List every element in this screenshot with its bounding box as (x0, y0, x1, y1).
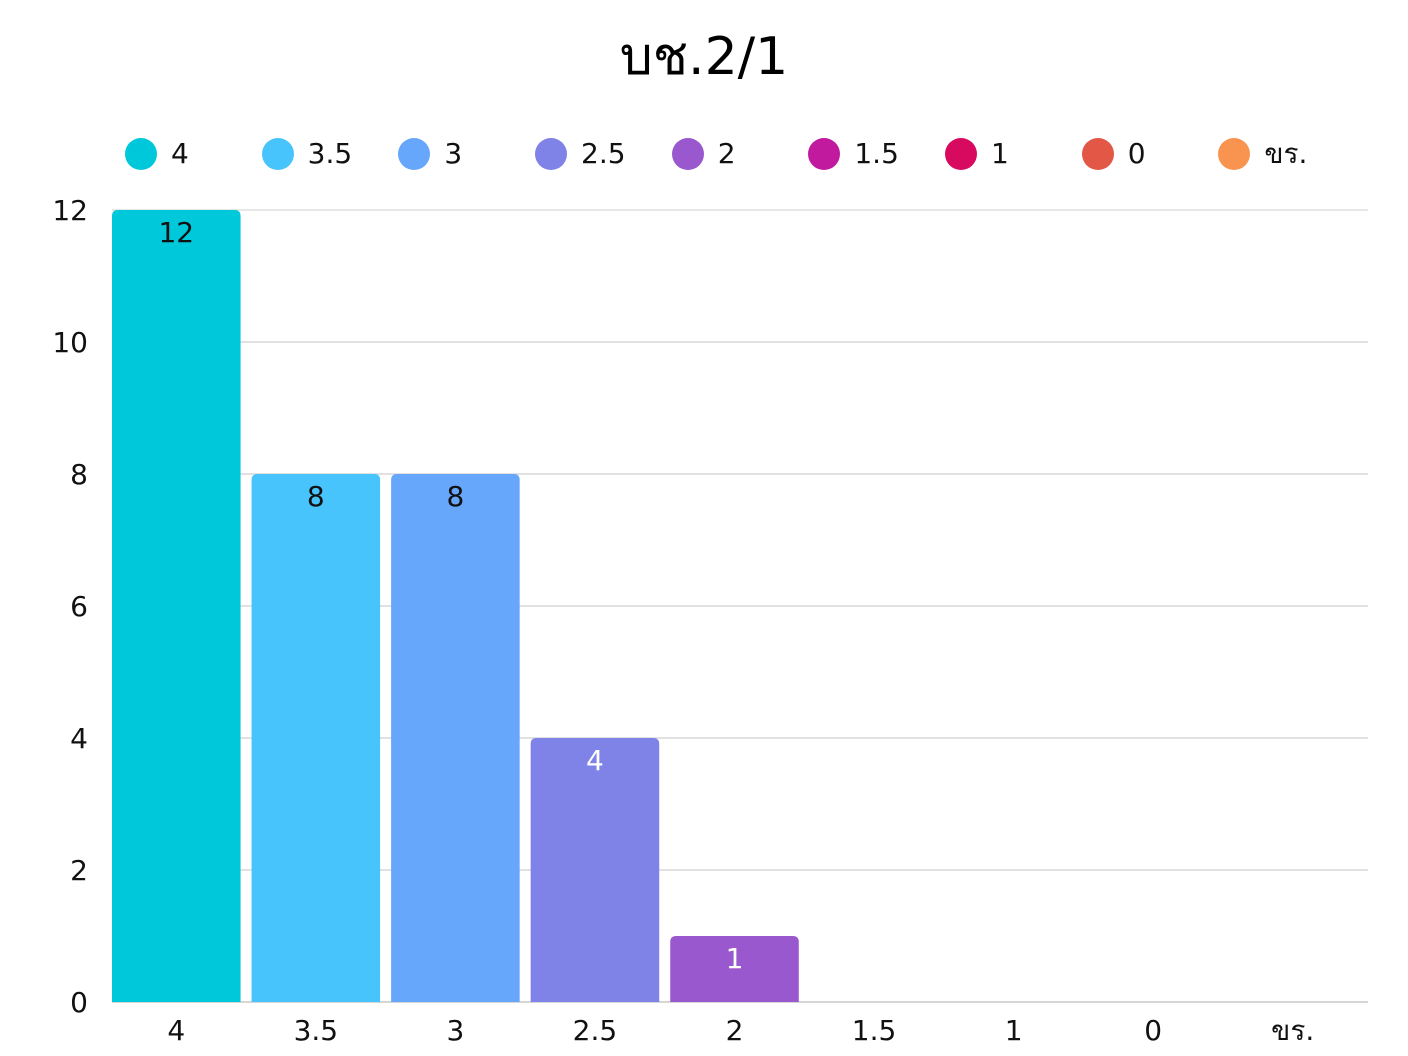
y-tick-label: 12 (52, 194, 88, 227)
bar (112, 210, 241, 1002)
legend-swatch (125, 138, 157, 170)
bar-data-label: 8 (446, 480, 464, 513)
legend-swatch (535, 138, 568, 170)
y-tick-label: 10 (52, 326, 88, 359)
legend-swatch (398, 138, 431, 170)
x-tick-label: 1 (1005, 1014, 1023, 1047)
x-tick-label: 0 (1144, 1014, 1162, 1047)
bar-data-label: 12 (158, 216, 194, 249)
legend-item: 3.5 (261, 137, 399, 170)
legend-item: 2 (671, 137, 809, 170)
legend-swatch (1218, 138, 1251, 170)
legend-label: 2.5 (581, 137, 626, 170)
legend-label: 4 (171, 137, 189, 170)
y-tick-label: 2 (70, 854, 88, 887)
x-tick-label: 1.5 (852, 1014, 897, 1047)
x-tick-label: 2.5 (573, 1014, 618, 1047)
legend-item: 0 (1081, 137, 1219, 170)
legend-item: 1 (945, 138, 1082, 170)
legend-swatch (1081, 138, 1114, 170)
legend-label: 3.5 (307, 137, 353, 170)
legend-item: 3 (398, 138, 535, 170)
legend-label: 2 (717, 137, 736, 170)
legend-label: 1 (991, 137, 1009, 170)
legend-swatch (671, 138, 704, 170)
x-tick-label: 4 (167, 1014, 185, 1047)
legend-item: 2.5 (535, 138, 672, 170)
legend-label: 3 (444, 137, 463, 170)
legend-swatch (808, 138, 841, 170)
legend-label: 0 (1127, 137, 1146, 170)
chart-title: บช.2/1 (619, 27, 789, 87)
bar (391, 474, 520, 1002)
y-tick-label: 0 (70, 986, 88, 1019)
legend-item: 1.5 (808, 138, 945, 170)
legend-item: 4 (125, 138, 262, 170)
y-tick-label: 6 (70, 590, 88, 623)
legend-swatch (945, 138, 978, 170)
x-tick-label: ขร. (1271, 1014, 1314, 1047)
bar-data-label: 1 (726, 942, 744, 975)
x-tick-label: 3 (446, 1014, 464, 1047)
legend-swatch (261, 138, 294, 170)
bar-data-label: 4 (586, 744, 604, 777)
bar-data-label: 8 (307, 480, 325, 513)
x-tick-label: 3.5 (294, 1014, 339, 1047)
y-tick-label: 4 (70, 722, 88, 755)
legend-item: ขร. (1218, 138, 1355, 170)
bar (670, 936, 799, 1002)
x-tick-label: 2 (726, 1014, 744, 1047)
chart-legend: 4 3.5 3 2.5 2 1.5 1 0 ขร. (125, 130, 1355, 178)
bar (251, 474, 381, 1002)
legend-label: ขร. (1264, 137, 1308, 170)
legend-label: 1.5 (854, 137, 899, 170)
y-tick-label: 8 (70, 458, 88, 491)
bar (530, 738, 660, 1002)
